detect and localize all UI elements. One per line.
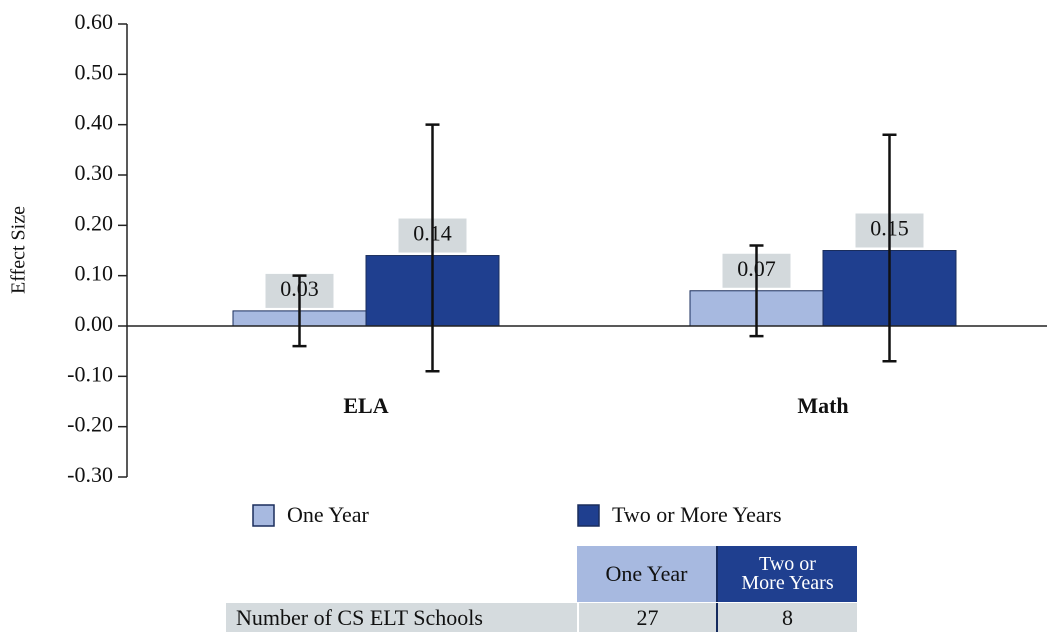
error-bar (292, 274, 307, 348)
legend-swatch (577, 504, 600, 527)
y-tick-label: 0.00 (75, 311, 114, 336)
y-tick-label: 0.60 (75, 9, 114, 34)
table-cell: 8 (716, 603, 857, 632)
y-tick-label: 0.20 (75, 210, 114, 235)
y-tick-label: 0.40 (75, 110, 114, 135)
y-tick-label: 0.30 (75, 160, 114, 185)
table-header: Two or More Years (716, 546, 857, 602)
legend-label: Two or More Years (612, 502, 782, 527)
table-cell: 27 (577, 603, 716, 632)
y-axis-label: Effect Size (8, 206, 30, 294)
table-row-label: Number of CS ELT Schools (226, 603, 577, 632)
legend-swatch (252, 504, 275, 527)
x-tick-label: Math (797, 393, 848, 418)
y-tick-label: -0.30 (67, 462, 113, 487)
y-tick-label: 0.10 (75, 261, 114, 286)
y-tick-label: 0.50 (75, 59, 114, 84)
error-bar (882, 133, 897, 363)
x-tick-label: ELA (343, 393, 388, 418)
y-tick-label: -0.20 (67, 412, 113, 437)
table-header: One Year (577, 546, 716, 602)
error-bar (425, 123, 440, 373)
legend-label: One Year (287, 502, 370, 527)
error-bar (749, 244, 764, 338)
y-tick-label: -0.10 (67, 361, 113, 386)
